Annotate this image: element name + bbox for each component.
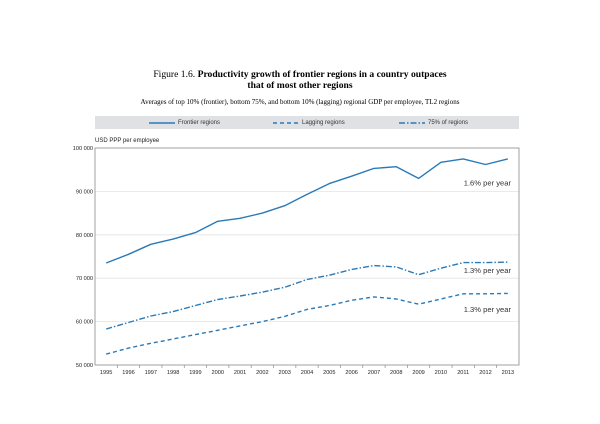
x-tick-label: 2010 <box>435 370 447 376</box>
y-tick-label: 100 000 <box>73 146 93 152</box>
y-tick-label: 80 000 <box>76 233 93 239</box>
x-tick-label: 2012 <box>479 370 491 376</box>
figure-title-line1: Productivity growth of frontier regions … <box>197 69 447 80</box>
y-tick-label: 70 000 <box>76 276 93 282</box>
x-tick-label: 2011 <box>457 370 469 376</box>
legend-line-solid-icon <box>149 121 175 124</box>
x-tick-label: 2008 <box>390 370 402 376</box>
legend-item-frontier: Frontier regions <box>149 116 220 129</box>
legend-line-dashdot-icon <box>399 121 425 124</box>
x-tick-label: 2003 <box>278 370 290 376</box>
series-line-frontier-regions <box>105 158 508 264</box>
x-tick-label: 2002 <box>256 370 268 376</box>
y-axis-label: USD PPP per employee <box>95 138 160 144</box>
x-tick-label: 1997 <box>145 370 157 376</box>
y-tick-label: 50 000 <box>76 363 93 369</box>
x-tick-label: 2006 <box>345 370 357 376</box>
annotation-label: 1.6% per year <box>464 179 512 188</box>
legend-label-75pct: 75% of regions <box>428 119 469 126</box>
x-tick-label: 1995 <box>100 370 112 376</box>
series-line-lagging-regions <box>106 292 508 355</box>
legend-label-lagging: Lagging regions <box>302 119 345 126</box>
y-tick-label: 60 000 <box>76 320 93 326</box>
figure-title-line2: that of most other regions <box>247 80 353 91</box>
x-tick-label: 1996 <box>122 370 134 376</box>
x-tick-label: 2009 <box>412 370 424 376</box>
x-tick-label: 2001 <box>234 370 246 376</box>
legend-label-frontier: Frontier regions <box>178 119 221 126</box>
x-tick-label: 2005 <box>323 370 335 376</box>
x-tick-label: 2007 <box>368 370 380 376</box>
figure-title: Figure 1.6. Productivity growth of front… <box>0 69 600 91</box>
legend-line-dashed-icon <box>273 121 299 124</box>
x-tick-label: 1999 <box>189 370 201 376</box>
legend: Frontier regions Lagging regions 75% of … <box>95 116 519 129</box>
annotation-label: 1.3% per year <box>464 266 512 275</box>
x-tick-label: 1998 <box>167 370 179 376</box>
legend-item-75pct: 75% of regions <box>399 116 468 129</box>
legend-item-lagging: Lagging regions <box>273 116 345 129</box>
plot-frame <box>94 147 520 366</box>
series-line-75-of-regions <box>106 261 508 330</box>
figure-number: Figure 1.6. <box>153 69 196 80</box>
x-tick-label: 2004 <box>301 370 313 376</box>
annotation-label: 1.3% per year <box>464 305 512 314</box>
figure-subtitle: Averages of top 10% (frontier), bottom 7… <box>140 98 460 106</box>
x-tick-label: 2013 <box>502 370 514 376</box>
x-tick-label: 2000 <box>212 370 224 376</box>
y-tick-label: 90 000 <box>76 189 93 195</box>
